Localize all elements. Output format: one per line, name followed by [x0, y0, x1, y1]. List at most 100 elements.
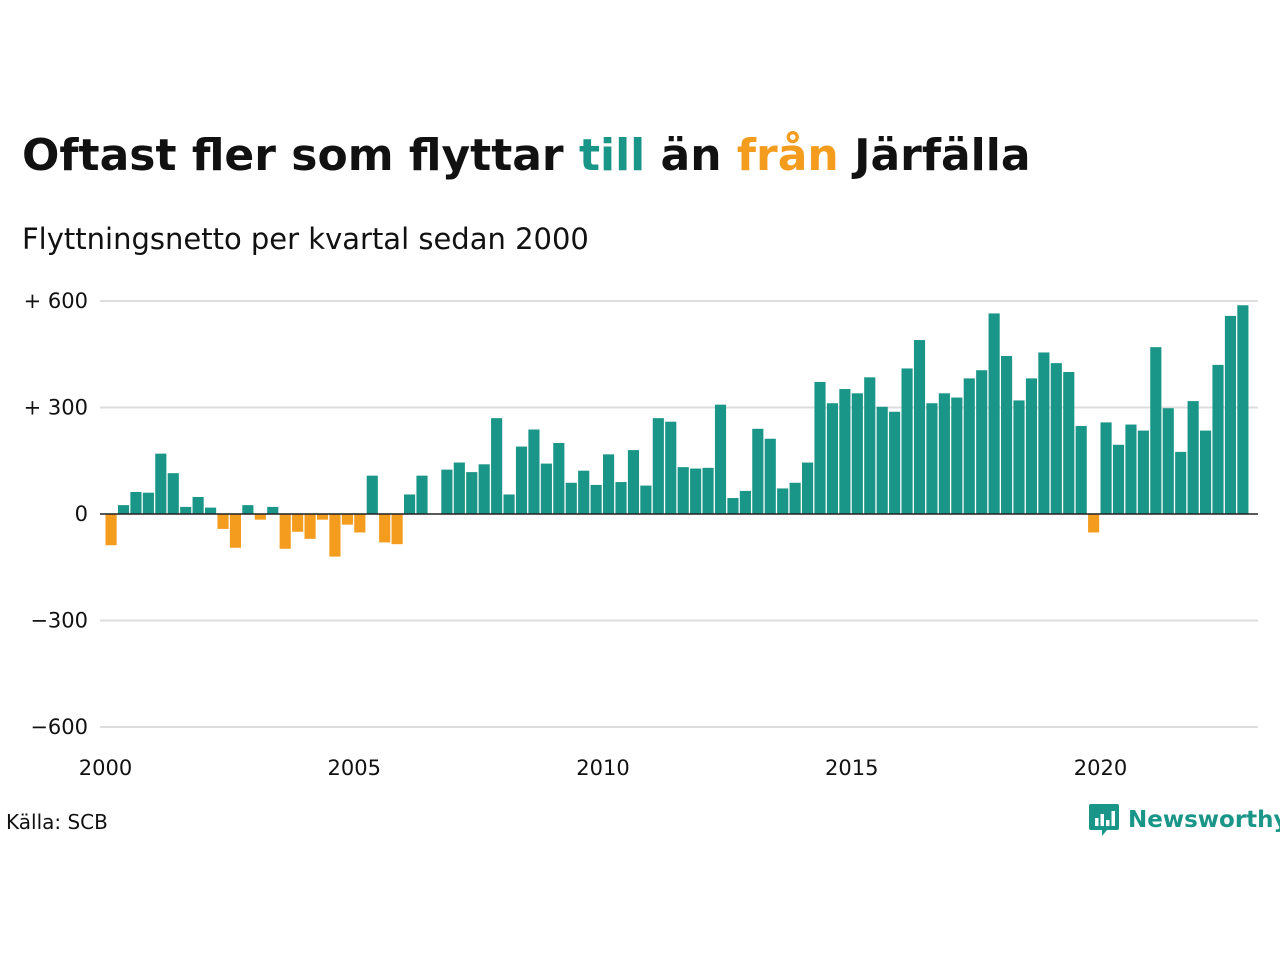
bar	[690, 468, 702, 514]
bar	[1112, 444, 1125, 514]
bar	[366, 475, 378, 514]
bar	[677, 467, 689, 514]
bar	[1137, 430, 1149, 514]
bar	[777, 488, 789, 514]
bar	[528, 429, 540, 514]
y-axis-labels: + 600 + 300 0 −300 −600	[24, 289, 88, 739]
bar	[416, 475, 428, 514]
bar	[167, 473, 179, 514]
bar	[316, 514, 329, 520]
bar	[1001, 356, 1013, 514]
bar	[1125, 424, 1137, 514]
x-tick-label: 2020	[1074, 756, 1127, 780]
bar	[1162, 408, 1174, 514]
bar	[988, 313, 1000, 514]
bar	[752, 428, 764, 514]
bar	[839, 389, 851, 514]
bar	[229, 514, 242, 548]
y-tick-label: −300	[30, 609, 88, 633]
bar	[627, 450, 640, 514]
bar	[503, 494, 515, 514]
bar	[105, 514, 117, 546]
title-part-1: Oftast fler som flyttar	[22, 130, 579, 181]
title-part-3: Järfälla	[838, 130, 1031, 181]
bar	[1063, 372, 1075, 514]
bar	[540, 463, 552, 514]
bar	[478, 464, 490, 514]
x-axis-labels: 2000 2005 2010 2015 2020	[79, 756, 1127, 780]
bar	[304, 514, 316, 539]
bars	[105, 305, 1249, 557]
bar	[515, 446, 528, 514]
bar	[963, 378, 975, 514]
y-tick-label: 0	[75, 502, 88, 526]
bar	[279, 514, 291, 549]
bar	[379, 514, 391, 543]
title-word-till: till	[578, 130, 646, 181]
bar	[739, 490, 751, 514]
bar	[590, 484, 602, 514]
bar	[665, 421, 677, 514]
bar	[217, 514, 229, 529]
bar	[1100, 422, 1112, 514]
bar	[1150, 347, 1162, 514]
bar	[242, 505, 254, 515]
title-part-2: än	[645, 130, 737, 181]
bar	[180, 506, 192, 514]
bar	[802, 462, 814, 514]
x-tick-label: 2015	[825, 756, 878, 780]
bar	[565, 482, 577, 514]
bar	[876, 406, 888, 514]
y-tick-label: + 300	[24, 396, 88, 420]
bar	[789, 482, 801, 514]
bar	[1237, 305, 1249, 514]
bar	[292, 514, 304, 532]
x-tick-label: 2000	[79, 756, 132, 780]
y-tick-label: + 600	[24, 289, 88, 313]
bar	[889, 411, 901, 514]
bar	[491, 418, 503, 514]
chart-title: Oftast fler som flyttar till än från Jär…	[22, 130, 1031, 181]
bar	[329, 514, 341, 557]
bar	[913, 340, 926, 514]
bar	[1175, 451, 1187, 515]
bar	[1088, 514, 1100, 533]
bar	[901, 368, 913, 514]
x-tick-label: 2005	[328, 756, 381, 780]
bar	[1212, 364, 1224, 514]
source-label: Källa: SCB	[6, 810, 108, 834]
bar-chart: + 600 + 300 0 −300 −600 2000 2005 2010 2015 2020	[24, 289, 1258, 780]
bar	[727, 498, 739, 514]
bar	[354, 514, 366, 533]
bar	[1224, 315, 1237, 514]
newsworthy-logo: Newsworthy	[1088, 803, 1280, 837]
bar	[814, 381, 826, 514]
bar	[926, 403, 938, 514]
brand-name: Newsworthy	[1128, 807, 1280, 833]
bar	[640, 485, 652, 514]
bar	[254, 514, 266, 520]
bar	[603, 454, 615, 514]
bar	[130, 491, 142, 514]
bar	[267, 506, 279, 514]
bar	[341, 514, 353, 525]
bar	[652, 418, 664, 514]
bar	[441, 469, 453, 515]
bar	[391, 514, 403, 545]
bar	[155, 453, 167, 514]
bar	[192, 496, 204, 514]
bar	[1050, 363, 1062, 515]
bar	[864, 377, 876, 515]
bar	[764, 438, 776, 514]
bar	[951, 397, 963, 514]
title-word-fran: från	[736, 130, 839, 181]
y-tick-label: −600	[30, 715, 88, 739]
bar	[1075, 425, 1087, 514]
bar	[117, 505, 130, 515]
bar	[1038, 352, 1050, 514]
bar	[1025, 378, 1038, 514]
bar	[1200, 430, 1212, 514]
bar	[142, 492, 154, 514]
chart-subtitle: Flyttningsnetto per kvartal sedan 2000	[22, 222, 589, 256]
bar	[826, 403, 839, 514]
